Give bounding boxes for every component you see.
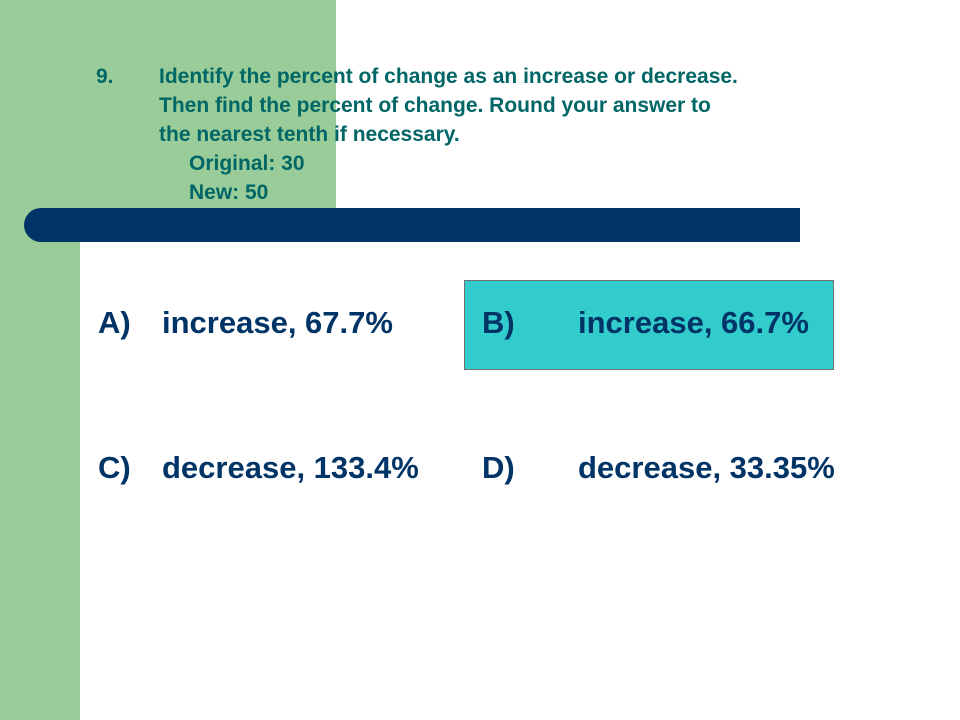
question-line: Then find the percent of change. Round y… [159, 94, 711, 117]
choice-text: decrease, 133.4% [162, 450, 419, 485]
choice-letter: C) [98, 450, 131, 485]
choice-letter: D) [482, 450, 515, 485]
top-accent-block [80, 0, 336, 212]
correct-answer-highlight [464, 280, 834, 370]
choice-text: decrease, 33.35% [578, 450, 835, 485]
question-number: 9. [96, 65, 114, 88]
question-line: Identify the percent of change as an inc… [159, 65, 738, 88]
choice-text: increase, 67.7% [162, 305, 393, 340]
question-text: Identify the percent of change as an inc… [159, 62, 899, 207]
original-value: Original: 30 [189, 152, 305, 175]
left-sidebar-decoration [0, 0, 80, 720]
choice-text: increase, 66.7% [578, 305, 809, 340]
new-value: New: 50 [189, 181, 269, 204]
question-line: the nearest tenth if necessary. [159, 123, 460, 146]
choice-letter: A) [98, 305, 131, 340]
title-divider-bar [24, 208, 800, 242]
choice-letter: B) [482, 305, 515, 340]
